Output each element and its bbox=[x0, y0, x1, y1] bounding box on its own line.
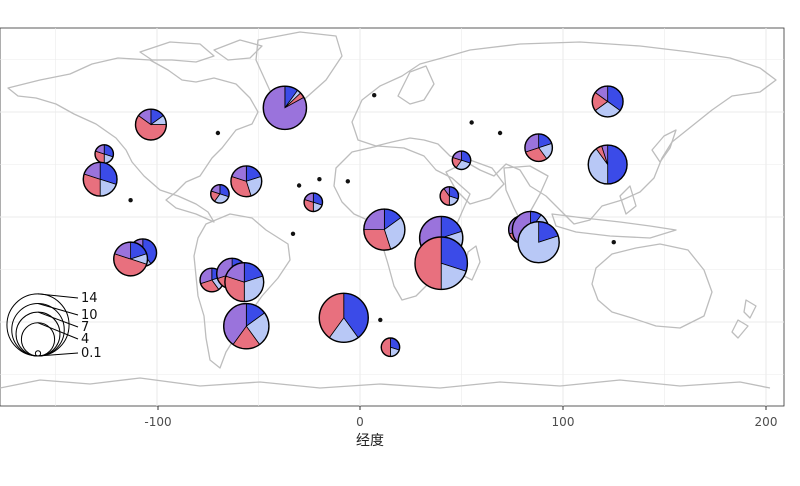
landmass-japan bbox=[651, 129, 677, 163]
site-pie bbox=[223, 302, 270, 350]
site-point bbox=[372, 93, 377, 98]
pie-outline bbox=[587, 144, 628, 185]
size-legend-label: 0.1 bbox=[81, 346, 102, 361]
site-point bbox=[345, 179, 351, 184]
site-point bbox=[317, 177, 322, 182]
pie-outline bbox=[210, 183, 230, 204]
pie-outline bbox=[517, 220, 560, 264]
size-legend-label: 7 bbox=[81, 320, 89, 335]
site-pie bbox=[262, 85, 308, 131]
site-pie bbox=[230, 165, 263, 198]
site-pie bbox=[524, 133, 554, 163]
site-pie bbox=[113, 241, 149, 277]
site-pie bbox=[591, 85, 624, 118]
size-legend-leader bbox=[37, 322, 79, 340]
pie-outline bbox=[230, 165, 263, 198]
pie-outline bbox=[451, 150, 472, 171]
site-pie bbox=[363, 208, 406, 251]
gridlines bbox=[0, 28, 784, 406]
site-point bbox=[469, 120, 474, 125]
site-point bbox=[296, 183, 302, 188]
pie-outline bbox=[82, 161, 118, 197]
pie-outline bbox=[363, 208, 406, 251]
landmass-arctic-islands bbox=[139, 39, 263, 63]
site-pie bbox=[380, 337, 401, 358]
pie-outline bbox=[318, 292, 369, 343]
size-legend-label: 4 bbox=[81, 332, 89, 347]
pie-outline bbox=[439, 186, 460, 206]
site-point bbox=[128, 198, 133, 203]
site-pie bbox=[318, 292, 369, 343]
site-pie bbox=[517, 220, 560, 264]
x-axis: -100 0 100 200 bbox=[144, 406, 777, 429]
site-pie bbox=[303, 192, 324, 213]
minor-sites bbox=[128, 93, 616, 323]
pie-outline bbox=[223, 302, 270, 350]
x-tick-label: -100 bbox=[144, 415, 171, 429]
size-legend-label: 10 bbox=[81, 308, 98, 323]
landmass-new-zealand bbox=[731, 299, 757, 339]
site-pie bbox=[210, 183, 230, 204]
x-tick-label: 200 bbox=[755, 415, 778, 429]
site-pie bbox=[414, 236, 469, 291]
size-legend-leader bbox=[37, 293, 79, 299]
site-point bbox=[290, 231, 296, 236]
landmass-north-america bbox=[7, 57, 259, 223]
landmass-greenland bbox=[255, 31, 343, 113]
pie-outline bbox=[380, 337, 401, 358]
x-axis-label: 经度 bbox=[356, 433, 384, 449]
pie-outline bbox=[262, 85, 308, 131]
landmass-scandinavia bbox=[397, 65, 435, 105]
pie-outline bbox=[591, 85, 624, 118]
site-pie bbox=[439, 186, 460, 206]
site-pie bbox=[451, 150, 472, 171]
x-tick-label: 0 bbox=[356, 415, 364, 429]
site-point bbox=[497, 130, 503, 136]
site-pie bbox=[134, 108, 168, 141]
size-legend-leader bbox=[37, 352, 79, 357]
pie-outline bbox=[303, 192, 324, 213]
pie-outline bbox=[224, 261, 265, 303]
landmass-antarctica bbox=[0, 377, 771, 389]
pie-outline bbox=[134, 108, 168, 141]
pie-markers bbox=[82, 85, 628, 358]
landmass-se-asia-islands bbox=[551, 185, 677, 239]
landmass-south-america bbox=[193, 213, 291, 369]
site-pie bbox=[82, 161, 118, 197]
size-legend-label: 14 bbox=[81, 291, 98, 306]
landmass-australia bbox=[591, 243, 713, 329]
x-tick-label: 100 bbox=[552, 415, 575, 429]
site-pie bbox=[224, 261, 265, 303]
site-pie bbox=[587, 144, 628, 185]
site-point bbox=[378, 317, 383, 323]
pie-outline bbox=[113, 241, 149, 277]
site-point bbox=[611, 240, 616, 245]
site-point bbox=[215, 130, 221, 136]
size-legend-leader bbox=[37, 303, 79, 316]
size-legend-leader bbox=[37, 311, 79, 328]
site-pie bbox=[94, 144, 115, 164]
pie-outline bbox=[414, 236, 469, 291]
pie-outline bbox=[524, 133, 554, 163]
